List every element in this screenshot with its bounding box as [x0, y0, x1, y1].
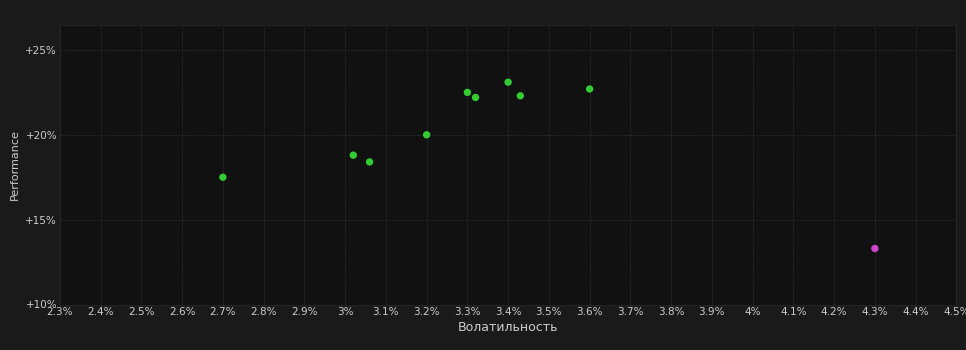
Point [362, 159, 378, 165]
Point [346, 152, 361, 158]
Point [867, 246, 883, 251]
Point [582, 86, 597, 92]
Point [419, 132, 435, 138]
Point [215, 174, 231, 180]
Point [468, 94, 483, 100]
Y-axis label: Performance: Performance [10, 129, 20, 200]
Point [513, 93, 528, 99]
X-axis label: Волатильность: Волатильность [458, 321, 558, 335]
Point [460, 90, 475, 95]
Point [500, 79, 516, 85]
